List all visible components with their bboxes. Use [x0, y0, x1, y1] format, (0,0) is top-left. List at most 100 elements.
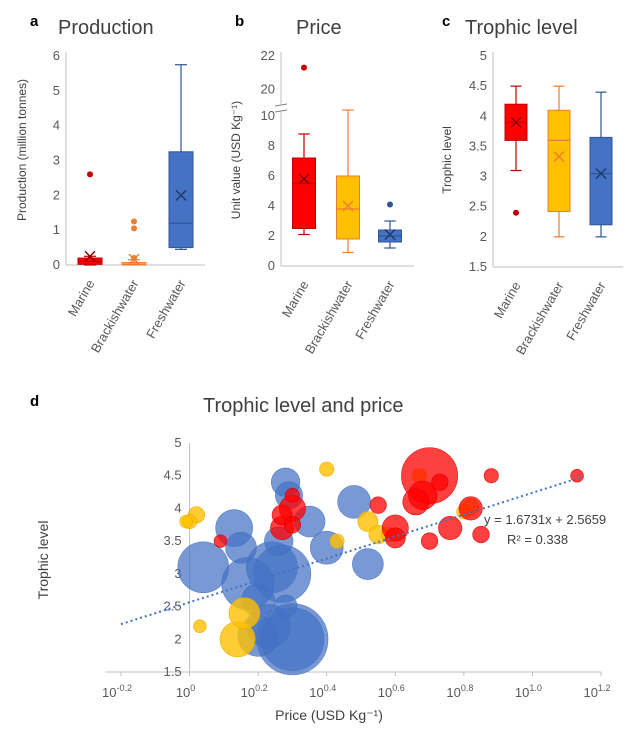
axis-break-gap	[276, 104, 286, 112]
panel-c-ytick-label: 2.5	[469, 199, 487, 214]
panel-d-xtick-label: 101.0	[515, 683, 542, 700]
panel-c: c Trophic level Trophic level 1.5 2 2.5 3 3.…	[440, 13, 623, 357]
panel-d-ytick-label: 5	[174, 435, 181, 450]
panel-d-ytick-label: 2.5	[163, 599, 181, 614]
panel-d-ytick-label: 4.5	[163, 468, 181, 483]
panel-b-ytick-label: 2	[268, 228, 275, 243]
panel-d: d Trophic level and price Trophic level …	[30, 393, 610, 723]
scatter-point-marine	[369, 496, 387, 514]
panel-c-ytick-label: 2	[480, 229, 487, 244]
panel-b-ytick-label: 20	[261, 81, 275, 96]
panel-d-ytick-label: 4	[174, 500, 181, 515]
panel-c-ytick-label: 3.5	[469, 138, 487, 153]
panel-d-ytick-label: 3	[174, 566, 181, 581]
panel-d-xtick-label: 100.4	[309, 683, 336, 700]
box-iqr	[292, 157, 316, 229]
panel-c-ytick-label: 1.5	[469, 259, 487, 274]
panel-d-xtick-label: 101.2	[584, 683, 611, 700]
panel-c-title: Trophic level	[465, 17, 578, 39]
box-iqr	[589, 136, 613, 226]
panel-d-ytick-label: 1.5	[163, 664, 181, 679]
panel-a-letter: a	[30, 13, 39, 30]
panel-d-title: Trophic level and price	[203, 395, 403, 417]
panel-c-category-label: Marine	[491, 279, 524, 321]
panel-a: a Production Production (million tonnes)…	[15, 13, 205, 355]
trendline	[120, 475, 585, 626]
panel-d-xtick-label: 100.8	[446, 683, 473, 700]
panel-a-ytick-label: 0	[53, 257, 60, 272]
panel-a-ytick-label: 4	[53, 118, 60, 133]
scatter-point-marine	[420, 532, 439, 550]
panel-b-ytick-label: 10	[261, 108, 275, 123]
scatter-point-marine	[384, 527, 406, 549]
panel-c-ytick-label: 3	[480, 169, 487, 184]
panel-b-ytick-label: 6	[268, 168, 275, 183]
scatter-point-marine	[458, 496, 483, 521]
panel-d-xtick-label: 100.6	[378, 683, 405, 700]
box-mean-marker	[384, 229, 396, 240]
scatter-point-brackishwater	[179, 514, 193, 529]
box-mean-marker	[553, 151, 565, 163]
scatter-point-freshwater	[177, 541, 230, 594]
scatter-point-brackishwater	[193, 619, 207, 633]
panel-a-ytick-label: 1	[53, 222, 60, 237]
panel-c-ytick-label: 4.5	[469, 78, 487, 93]
trendline-r2: R² = 0.338	[507, 532, 568, 547]
panel-d-xtick-label: 100	[176, 683, 195, 700]
scatter-point-marine	[284, 487, 300, 503]
panel-a-ytick-label: 3	[53, 153, 60, 168]
box-mean-marker	[595, 168, 607, 180]
panel-b-category-label: Marine	[279, 278, 312, 320]
panel-b: b Price Unit value (USD Kg⁻¹) 0 2 4 6 8 10 20 2…	[229, 13, 414, 356]
panel-b-title: Price	[296, 17, 342, 39]
panel-c-ytick-label: 4	[480, 108, 487, 123]
panel-b-ytick-label: 4	[268, 198, 275, 213]
panel-a-ylabel: Production (million tonnes)	[15, 79, 29, 221]
box-mean-marker	[175, 189, 187, 201]
box-outlier	[131, 255, 137, 262]
panel-d-ylabel: Trophic level	[35, 521, 51, 600]
panel-a-ytick-label: 5	[53, 83, 60, 98]
box-iqr	[336, 175, 360, 240]
panel-b-category-label: Brackishwater	[302, 277, 356, 356]
box-iqr	[168, 151, 194, 249]
panel-d-ytick-label: 2	[174, 631, 181, 646]
panel-a-ytick-label: 6	[53, 48, 60, 63]
panel-d-ytick-label: 3.5	[163, 533, 181, 548]
axis-break-mark	[274, 109, 288, 113]
box-mean-marker	[342, 200, 354, 212]
panel-a-ytick-label: 2	[53, 187, 60, 202]
panel-b-letter: b	[235, 13, 244, 30]
box-mean-marker	[510, 116, 522, 128]
panel-b-ytick-label: 8	[268, 138, 275, 153]
panel-d-plot: 1.5 2 2.5 3 3.5 4 4.5 5 10-0.2 100 100.2 100.4 100.6…	[102, 435, 610, 700]
panel-b-ylabel: Unit value (USD Kg⁻¹)	[229, 101, 243, 219]
panel-a-title: Production	[58, 17, 154, 39]
scatter-point-marine	[570, 469, 584, 483]
scatter-point-freshwater	[273, 594, 298, 619]
scatter-point-marine	[438, 516, 463, 541]
scatter-point-marine	[483, 468, 499, 484]
panel-d-xtick-label: 100.2	[241, 683, 268, 700]
scatter-point-freshwater	[225, 531, 257, 564]
panel-d-xlabel: Price (USD Kg⁻¹)	[275, 707, 383, 723]
panel-d-xtick-label: 10-0.2	[102, 683, 132, 700]
scatter-point-freshwater	[352, 548, 384, 580]
panel-c-letter: c	[442, 13, 450, 30]
panel-a-category-label: Brackishwater	[88, 276, 142, 355]
box-outlier	[131, 225, 137, 232]
panel-c-ylabel: Trophic level	[440, 126, 454, 194]
box-outlier	[387, 201, 393, 208]
scatter-point-brackishwater	[329, 533, 345, 549]
box-outlier	[87, 171, 93, 178]
box-outlier	[131, 218, 137, 225]
scatter-point-marine	[283, 516, 302, 534]
scatter-point-brackishwater	[228, 597, 261, 629]
scatter-point-marine	[213, 534, 228, 548]
panel-a-category-label: Marine	[65, 277, 98, 319]
box-outlier	[513, 209, 519, 216]
panel-b-ytick-label: 22	[261, 48, 275, 63]
scatter-point-brackishwater	[319, 461, 335, 477]
